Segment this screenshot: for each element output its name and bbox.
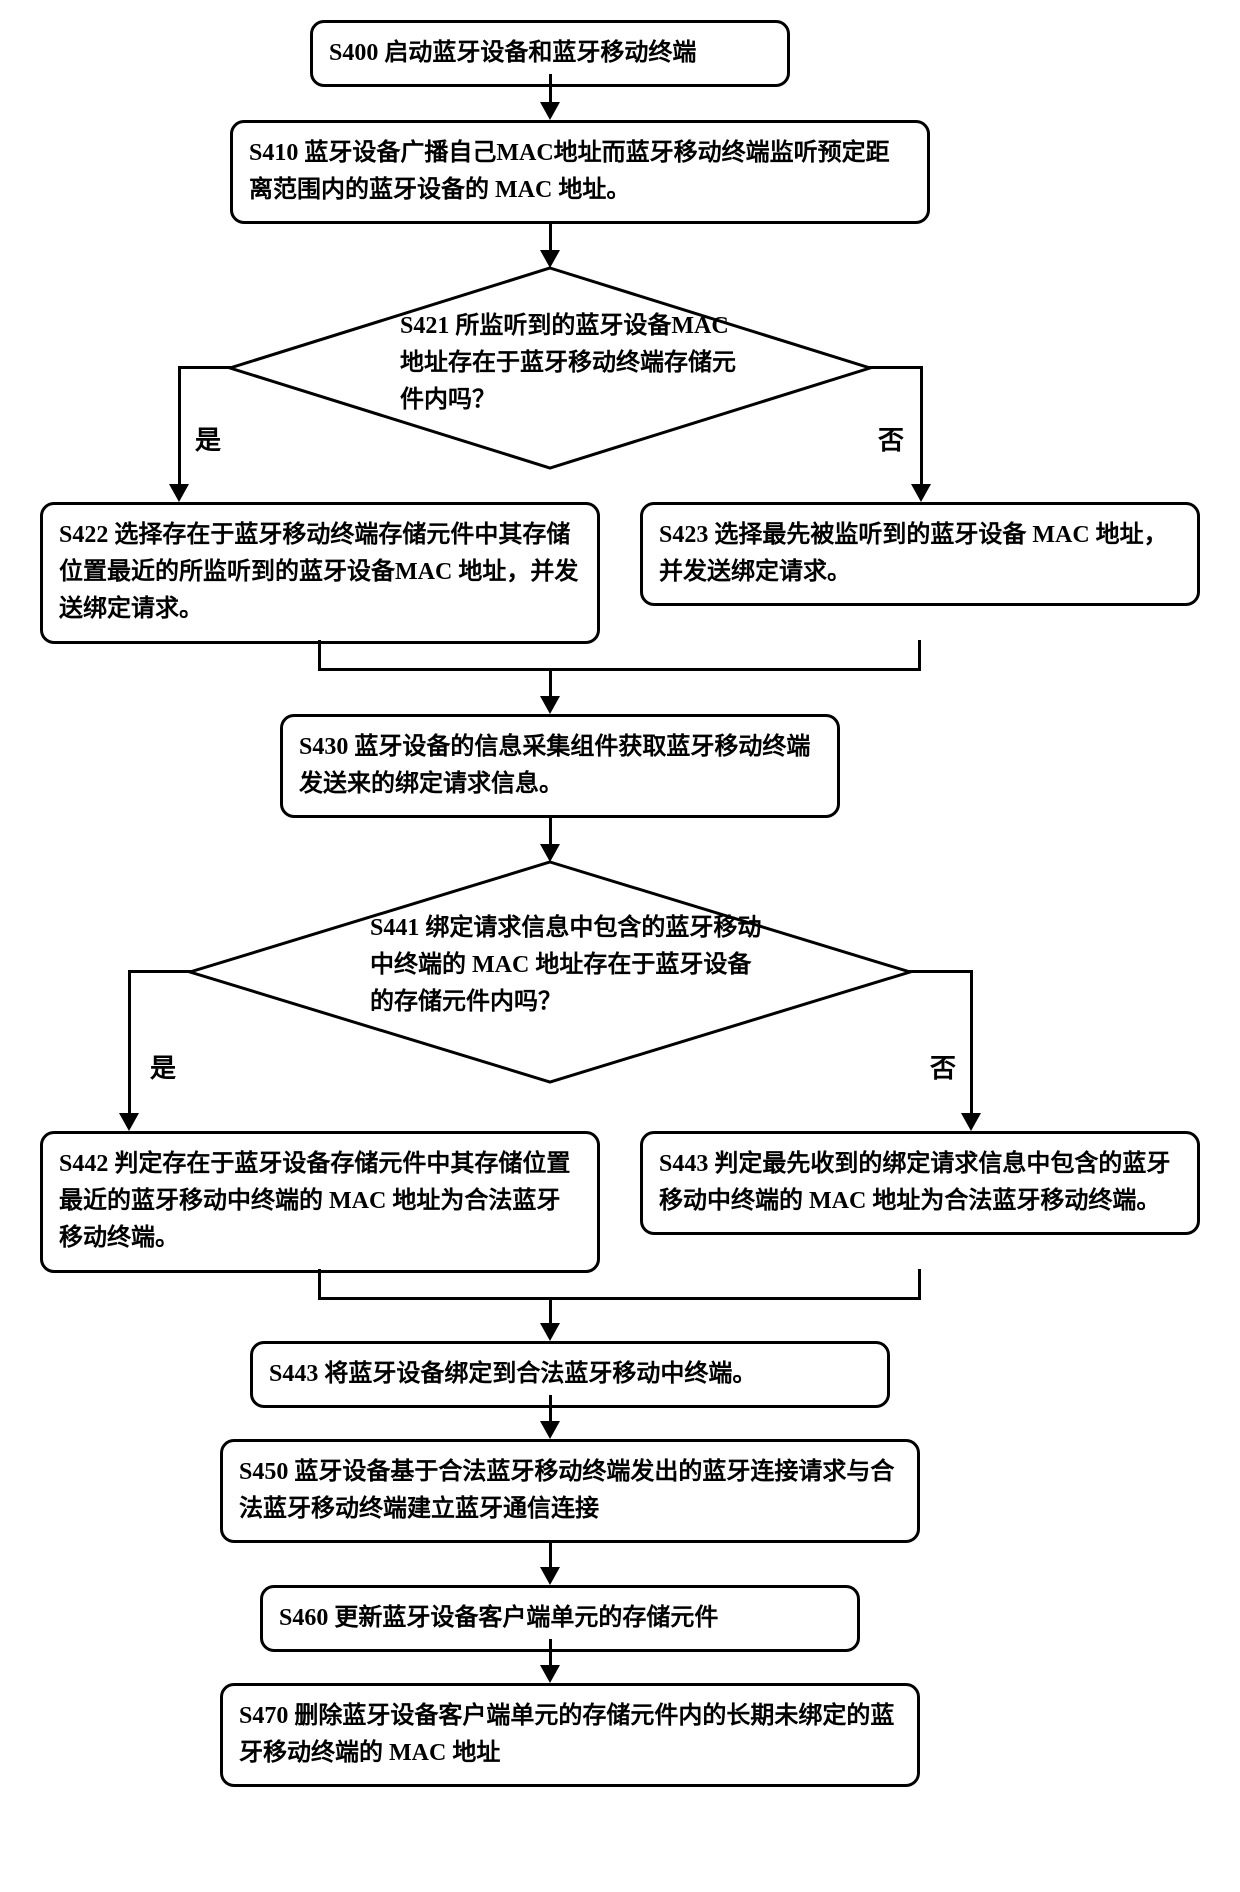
edge bbox=[908, 970, 973, 973]
edge bbox=[549, 1395, 552, 1423]
edge bbox=[318, 668, 921, 671]
arrow-head-icon bbox=[911, 484, 931, 502]
edge bbox=[128, 970, 193, 973]
node-text: S421 所监听到的蓝牙设备MAC 地址存在于蓝牙移动终端存储元件内吗？ bbox=[400, 313, 736, 413]
arrow-head-icon bbox=[540, 844, 560, 862]
arrow-head-icon bbox=[119, 1113, 139, 1131]
edge bbox=[549, 1639, 552, 1667]
edge-label-no: 否 bbox=[878, 420, 904, 457]
edge bbox=[549, 74, 552, 104]
edge-label-no: 否 bbox=[930, 1048, 956, 1085]
node-s450: S450 蓝牙设备基于合法蓝牙移动终端发出的蓝牙连接请求与合法蓝牙移动终端建立蓝… bbox=[220, 1439, 920, 1543]
edge bbox=[549, 1541, 552, 1569]
node-s423: S423 选择最先被监听到的蓝牙设备 MAC 地址，并发送绑定请求。 bbox=[640, 502, 1200, 606]
node-text: S450 蓝牙设备基于合法蓝牙移动终端发出的蓝牙连接请求与合法蓝牙移动终端建立蓝… bbox=[239, 1459, 894, 1522]
edge bbox=[549, 222, 552, 252]
node-s441: S441 绑定请求信息中包含的蓝牙移动中终端的 MAC 地址存在于蓝牙设备的存储… bbox=[190, 862, 910, 1082]
edge-label-yes: 是 bbox=[195, 420, 221, 457]
edge bbox=[549, 1297, 552, 1325]
arrow-head-icon bbox=[540, 696, 560, 714]
arrow-head-icon bbox=[961, 1113, 981, 1131]
edge bbox=[868, 366, 923, 369]
edge bbox=[970, 970, 973, 1115]
node-text: S400 启动蓝牙设备和蓝牙移动终端 bbox=[329, 40, 696, 66]
arrow-head-icon bbox=[540, 250, 560, 268]
arrow-head-icon bbox=[169, 484, 189, 502]
node-text: S430 蓝牙设备的信息采集组件获取蓝牙移动终端发送来的绑定请求信息。 bbox=[299, 734, 810, 797]
edge bbox=[318, 640, 321, 670]
edge-label-yes: 是 bbox=[150, 1048, 176, 1085]
node-text: S443 判定最先收到的绑定请求信息中包含的蓝牙移动中终端的 MAC 地址为合法… bbox=[659, 1151, 1170, 1214]
node-s443b: S443 将蓝牙设备绑定到合法蓝牙移动中终端。 bbox=[250, 1341, 890, 1408]
edge bbox=[549, 668, 552, 698]
node-s442: S442 判定存在于蓝牙设备存储元件中其存储位置最近的蓝牙移动中终端的 MAC … bbox=[40, 1131, 600, 1273]
edge bbox=[178, 366, 233, 369]
node-text: S441 绑定请求信息中包含的蓝牙移动中终端的 MAC 地址存在于蓝牙设备的存储… bbox=[370, 915, 761, 1015]
node-text: S423 选择最先被监听到的蓝牙设备 MAC 地址，并发送绑定请求。 bbox=[659, 522, 1168, 585]
node-s460: S460 更新蓝牙设备客户端单元的存储元件 bbox=[260, 1585, 860, 1652]
edge bbox=[318, 1297, 921, 1300]
arrow-head-icon bbox=[540, 1665, 560, 1683]
edge bbox=[128, 970, 131, 1115]
edge bbox=[318, 1269, 321, 1299]
node-s430: S430 蓝牙设备的信息采集组件获取蓝牙移动终端发送来的绑定请求信息。 bbox=[280, 714, 840, 818]
edge bbox=[918, 1269, 921, 1299]
arrow-head-icon bbox=[540, 102, 560, 120]
node-text: S460 更新蓝牙设备客户端单元的存储元件 bbox=[279, 1605, 718, 1631]
node-text: S470 删除蓝牙设备客户端单元的存储元件内的长期未绑定的蓝牙移动终端的 MAC… bbox=[239, 1703, 894, 1766]
node-s470: S470 删除蓝牙设备客户端单元的存储元件内的长期未绑定的蓝牙移动终端的 MAC… bbox=[220, 1683, 920, 1787]
node-text: S422 选择存在于蓝牙移动终端存储元件中其存储位置最近的所监听到的蓝牙设备MA… bbox=[59, 522, 578, 622]
edge bbox=[178, 366, 181, 486]
edge bbox=[918, 640, 921, 670]
node-text: S410 蓝牙设备广播自己MAC地址而蓝牙移动终端监听预定距离范围内的蓝牙设备的… bbox=[249, 140, 890, 203]
node-s410: S410 蓝牙设备广播自己MAC地址而蓝牙移动终端监听预定距离范围内的蓝牙设备的… bbox=[230, 120, 930, 224]
node-s421: S421 所监听到的蓝牙设备MAC 地址存在于蓝牙移动终端存储元件内吗？ bbox=[230, 268, 870, 468]
arrow-head-icon bbox=[540, 1567, 560, 1585]
node-s422: S422 选择存在于蓝牙移动终端存储元件中其存储位置最近的所监听到的蓝牙设备MA… bbox=[40, 502, 600, 644]
node-text: S442 判定存在于蓝牙设备存储元件中其存储位置最近的蓝牙移动中终端的 MAC … bbox=[59, 1151, 570, 1251]
edge bbox=[920, 366, 923, 486]
node-text: S443 将蓝牙设备绑定到合法蓝牙移动中终端。 bbox=[269, 1361, 756, 1387]
arrow-head-icon bbox=[540, 1323, 560, 1341]
node-s443a: S443 判定最先收到的绑定请求信息中包含的蓝牙移动中终端的 MAC 地址为合法… bbox=[640, 1131, 1200, 1235]
arrow-head-icon bbox=[540, 1421, 560, 1439]
edge bbox=[549, 816, 552, 846]
